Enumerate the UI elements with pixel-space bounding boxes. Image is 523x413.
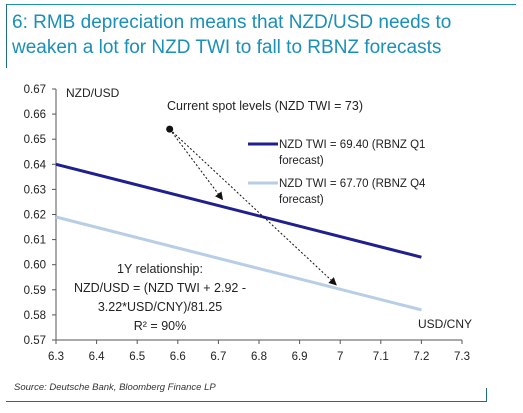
annotation-line-2: NZD/USD = (NZD TWI + 2.92 - [74,281,246,295]
title-side-rule [6,4,7,68]
series-line-2 [55,215,422,312]
x-tick-label: 6.3 [48,351,64,363]
annotation-line-4: R² = 90% [134,319,186,333]
y-axis-label: NZD/USD [66,86,120,100]
x-tick-label: 6.5 [129,351,145,363]
y-tick-label: 0.64 [24,159,47,171]
x-tick-label: 7.3 [454,351,470,363]
y-tick-label: 0.61 [24,235,46,247]
bottom-rule-end [486,388,487,402]
y-tick-label: 0.60 [24,260,46,272]
legend-label-2-line-1: NZD TWI = 67.70 (RBNZ Q4 [279,178,426,190]
annotation-line-3: 3.22*USD/CNY)/81.25 [98,300,222,314]
x-axis-label: USD/CNY [418,317,472,331]
y-tick-label: 0.65 [24,134,46,146]
y-tick-label: 0.62 [24,210,46,222]
title-line-1: 6: RMB depreciation means that NZD/USD n… [12,12,452,33]
legend-label-1-line-1: NZD TWI = 69.40 (RBNZ Q1 [279,139,425,151]
y-tick-label: 0.66 [24,109,46,121]
legend-label-1-line-2: forecast) [279,155,324,167]
x-tick-label: 7 [337,351,343,363]
legend-label-2-line-2: forecast) [279,194,324,206]
x-tick-label: 6.6 [170,351,186,363]
series-line-1 [55,162,422,259]
spot-label: Current spot levels (NZD TWI = 73) [167,99,363,113]
annotation-line-1: 1Y relationship: [117,262,203,276]
y-tick-label: 0.59 [24,285,46,297]
x-tick-label: 6.9 [292,351,308,363]
y-tick-label: 0.63 [24,184,46,196]
title-line-2: weaken a lot for NZD TWI to fall to RBNZ… [12,37,442,58]
y-tick-label: 0.58 [24,310,46,322]
x-tick-label: 7.1 [373,351,389,363]
spot-arrow-1 [169,128,224,201]
y-tick-label: 0.67 [24,84,46,96]
source-note: Source: Deutsche Bank, Bloomberg Finance… [14,382,216,393]
x-tick-label: 6.4 [89,351,106,363]
title-top-rule [6,4,516,5]
bottom-rule [6,401,487,402]
x-tick-label: 7.2 [413,351,429,363]
spot-arrow-2 [169,128,337,286]
x-tick-label: 6.8 [251,351,267,363]
chart-title: 6: RMB depreciation means that NZD/USD n… [12,10,517,60]
x-tick-label: 6.7 [210,351,226,363]
y-tick-label: 0.57 [24,335,46,347]
